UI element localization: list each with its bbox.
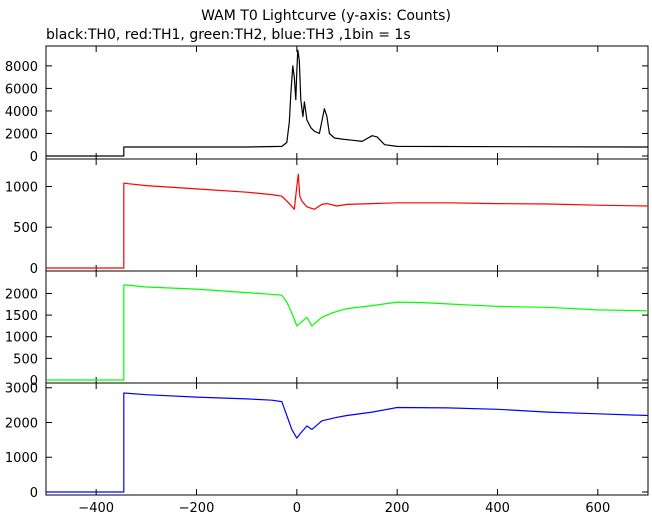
chart-subtitle: black:TH0, red:TH1, green:TH2, blue:TH3 … bbox=[46, 27, 411, 43]
y-tick-label: 4000 bbox=[5, 105, 38, 120]
chart-title: WAM T0 Lightcurve (y-axis: Counts) bbox=[201, 8, 451, 24]
y-tick-label: 0 bbox=[30, 486, 38, 501]
y-tick-label: 1000 bbox=[5, 451, 38, 466]
panel-frame-th1 bbox=[45, 158, 649, 272]
series-line-th3 bbox=[46, 392, 649, 493]
panel-frame-th0 bbox=[45, 45, 649, 160]
x-tick-label: −400 bbox=[78, 501, 114, 515]
x-tick-label: 200 bbox=[385, 501, 410, 515]
y-tick-label: 0 bbox=[30, 374, 38, 389]
series-line-th0 bbox=[46, 49, 649, 157]
y-tick-label: 500 bbox=[13, 221, 38, 236]
series-line-th1 bbox=[46, 173, 649, 269]
series-line-th2 bbox=[46, 284, 649, 381]
x-tick-label: 400 bbox=[485, 501, 510, 515]
y-tick-label: 1000 bbox=[5, 331, 38, 346]
panel-frame-th3 bbox=[45, 382, 649, 496]
y-tick-label: 1500 bbox=[5, 309, 38, 324]
y-tick-label: 2000 bbox=[5, 287, 38, 302]
panel-frame-th2 bbox=[45, 270, 649, 384]
x-tick-label: 0 bbox=[293, 501, 301, 515]
y-tick-label: 2000 bbox=[5, 127, 38, 142]
y-tick-label: 0 bbox=[30, 262, 38, 277]
y-tick-label: 1000 bbox=[5, 180, 38, 195]
x-tick-label: −200 bbox=[179, 501, 215, 515]
y-tick-label: 8000 bbox=[5, 60, 38, 75]
y-tick-label: 500 bbox=[13, 352, 38, 367]
y-tick-label: 0 bbox=[30, 150, 38, 165]
y-tick-label: 2000 bbox=[5, 416, 38, 431]
x-tick-label: 600 bbox=[585, 501, 610, 515]
y-tick-label: 6000 bbox=[5, 82, 38, 97]
y-tick-label: 3000 bbox=[5, 382, 38, 397]
